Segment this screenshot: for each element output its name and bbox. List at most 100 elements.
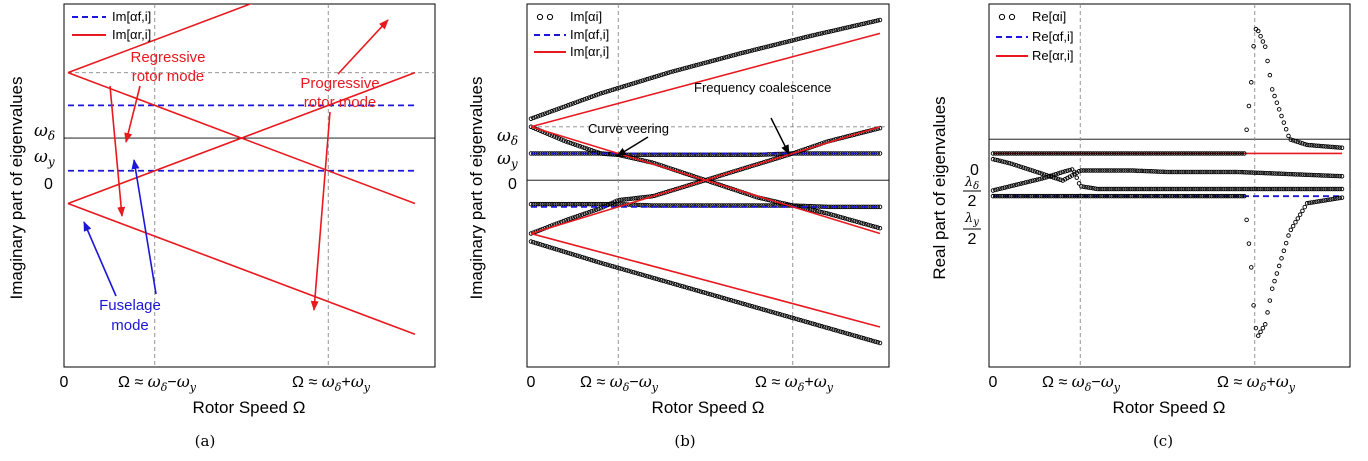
eigenvalue-marker bbox=[714, 203, 720, 208]
eigenvalue-marker bbox=[1093, 168, 1098, 173]
eigenvalue-marker bbox=[1335, 196, 1340, 201]
eigenvalue-marker bbox=[990, 151, 996, 156]
eigenvalue-marker bbox=[1314, 143, 1319, 148]
eigenvalue-marker bbox=[677, 152, 683, 158]
eigenvalue-marker bbox=[1121, 186, 1126, 192]
eigenvalue-marker bbox=[1086, 193, 1091, 199]
eigenvalue-marker bbox=[745, 203, 750, 208]
eigenvalue-marker bbox=[1307, 186, 1312, 192]
eigenvalue-marker bbox=[842, 25, 848, 31]
eigenvalue-marker bbox=[575, 143, 580, 148]
eigenvalue-marker bbox=[875, 18, 880, 23]
eigenvalue-marker bbox=[1318, 186, 1324, 192]
eigenvalue-marker bbox=[1274, 271, 1280, 276]
eigenvalue-marker bbox=[1121, 193, 1126, 199]
eigenvalue-marker bbox=[1016, 151, 1021, 156]
eigenvalue-marker bbox=[810, 33, 815, 38]
eigenvalue-marker bbox=[1048, 173, 1054, 179]
ytick-c-ldelta: λδ 2 bbox=[963, 175, 981, 210]
eigenvalue-marker bbox=[1288, 227, 1294, 233]
eigenvalue-marker bbox=[561, 138, 566, 143]
eigenvalue-marker bbox=[1218, 193, 1224, 199]
eigenvalue-marker bbox=[1237, 151, 1242, 156]
eigenvalue-marker bbox=[586, 95, 592, 100]
eigenvalue-marker bbox=[1014, 193, 1019, 199]
eigenvalue-marker bbox=[1251, 303, 1256, 308]
eigenvalue-marker bbox=[675, 282, 680, 288]
eigenvalue-marker bbox=[1279, 113, 1284, 119]
eigenvalue-marker bbox=[1025, 166, 1031, 172]
xlabel-b: Rotor Speed Ω bbox=[652, 398, 765, 417]
eigenvalue-marker bbox=[1323, 144, 1328, 149]
eigenvalue-marker bbox=[656, 277, 662, 282]
eigenvalue-marker bbox=[1223, 169, 1228, 175]
eigenvalue-marker bbox=[995, 187, 1000, 192]
eigenvalue-marker bbox=[1004, 151, 1010, 156]
eigenvalue-marker bbox=[563, 103, 569, 109]
eigenvalue-marker bbox=[617, 85, 622, 90]
eigenvalue-marker bbox=[1195, 169, 1200, 175]
eigenvalue-marker bbox=[866, 20, 871, 25]
eigenvalue-marker bbox=[877, 204, 883, 210]
eigenvalue-marker bbox=[612, 86, 618, 92]
eigenvalue-marker bbox=[1086, 168, 1091, 173]
eigenvalue-marker bbox=[572, 214, 578, 220]
eigenvalue-marker bbox=[1288, 186, 1294, 192]
eigenvalue-marker bbox=[624, 196, 629, 202]
eigenvalue-marker bbox=[1141, 151, 1147, 156]
eigenvalue-marker bbox=[712, 57, 718, 63]
eigenvalue-marker bbox=[805, 34, 811, 39]
eigenvalue-marker bbox=[1249, 186, 1254, 192]
eigenvalue-marker bbox=[689, 286, 694, 292]
eigenvalue-marker bbox=[1200, 151, 1205, 156]
eigenvalue-marker bbox=[1048, 151, 1054, 156]
eigenvalue-marker bbox=[756, 46, 762, 52]
eigenvalue-marker bbox=[621, 197, 627, 202]
eigenvalue-marker bbox=[1211, 151, 1217, 156]
eigenvalue-marker bbox=[710, 292, 715, 298]
eigenvalue-marker bbox=[1135, 186, 1140, 192]
eigenvalue-marker bbox=[1328, 173, 1333, 179]
eigenvalue-marker bbox=[1044, 193, 1049, 199]
eigenvalue-marker bbox=[796, 317, 801, 322]
eigenvalue-marker bbox=[1186, 186, 1191, 192]
eigenvalue-marker bbox=[586, 201, 592, 207]
xtick-a-zero: 0 bbox=[60, 374, 69, 391]
eigenvalue-marker bbox=[1295, 186, 1301, 192]
eigenvalue-marker bbox=[798, 318, 804, 323]
legend-c-label-eig: Re[αi] bbox=[1032, 9, 1066, 24]
eigenvalue-marker bbox=[1200, 169, 1205, 175]
eigenvalue-marker bbox=[1128, 151, 1133, 156]
xtick-b-minus: Ω ≈ ωδ−ωy bbox=[580, 372, 659, 394]
eigenvalue-marker bbox=[631, 269, 636, 275]
eigenvalue-marker bbox=[766, 308, 771, 314]
eigenvalue-marker bbox=[1037, 170, 1042, 176]
eigenvalue-marker bbox=[877, 225, 883, 231]
eigenvalue-marker bbox=[873, 224, 878, 230]
eigenvalue-marker bbox=[1151, 169, 1156, 174]
eigenvalue-marker bbox=[1046, 151, 1052, 156]
eigenvalue-marker bbox=[1004, 184, 1010, 190]
eigenvalue-marker bbox=[1225, 151, 1231, 156]
eigenvalue-marker bbox=[773, 310, 778, 316]
plot-area-c bbox=[989, 4, 1350, 367]
ytick-b-wy: ωy bbox=[497, 149, 518, 171]
eigenvalue-marker bbox=[1339, 186, 1345, 192]
eigenvalue-marker bbox=[691, 63, 697, 69]
eigenvalue-marker bbox=[666, 152, 671, 158]
eigenvalue-marker bbox=[1260, 170, 1266, 176]
eigenvalue-marker bbox=[724, 296, 729, 302]
eigenvalue-marker bbox=[819, 31, 825, 36]
eigenvalue-marker bbox=[993, 187, 998, 193]
eigenvalue-marker bbox=[1221, 169, 1226, 175]
eigenvalue-marker bbox=[1176, 169, 1182, 175]
eigenvalue-marker bbox=[619, 266, 624, 272]
eigenvalue-marker bbox=[1153, 151, 1159, 156]
eigenvalue-marker bbox=[677, 283, 683, 288]
arrow-progressive-2 bbox=[310, 111, 331, 311]
eigenvalue-marker bbox=[582, 97, 587, 102]
eigenvalue-marker bbox=[1260, 39, 1266, 44]
eigenvalue-marker bbox=[1286, 186, 1291, 192]
eigenvalue-marker bbox=[1228, 193, 1233, 199]
eigenvalue-marker bbox=[1104, 186, 1110, 192]
